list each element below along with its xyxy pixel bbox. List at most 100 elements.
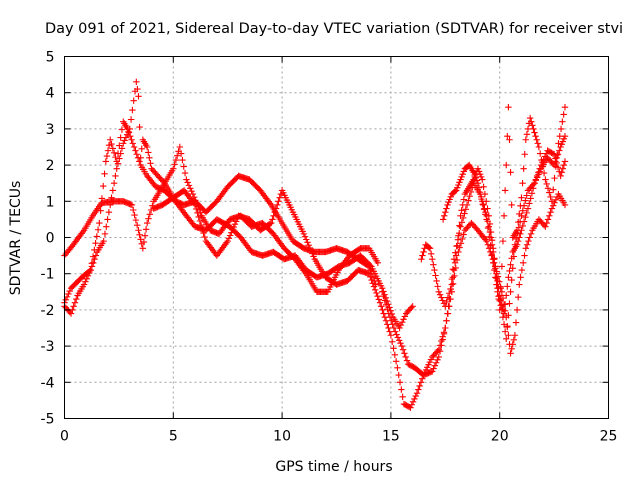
x-tick-label: 10 (273, 429, 291, 445)
data-point (527, 195, 534, 202)
data-point (382, 301, 390, 309)
data-point (147, 160, 154, 167)
data-point (378, 288, 386, 295)
data-point (520, 165, 527, 172)
data-point (394, 334, 402, 341)
data-point (127, 132, 134, 140)
data-point (450, 266, 458, 274)
data-point (528, 190, 536, 197)
grid-lines (64, 56, 609, 419)
data-point (445, 199, 452, 206)
data-point (550, 151, 558, 158)
data-point (67, 310, 75, 317)
data-point (196, 217, 204, 225)
data-point (117, 150, 124, 157)
data-point (508, 276, 515, 284)
data-point (399, 346, 407, 353)
data-point (530, 125, 537, 133)
data-point (455, 248, 462, 256)
data-point (132, 216, 140, 224)
data-point (548, 198, 556, 205)
data-point (438, 294, 445, 301)
data-point (224, 237, 231, 245)
data-point (440, 330, 448, 337)
data-point (531, 129, 538, 136)
data-point (455, 232, 462, 239)
data-point (433, 277, 440, 285)
data-point (520, 259, 527, 267)
data-point (276, 194, 283, 201)
data-point (118, 126, 126, 133)
data-point (442, 324, 449, 332)
data-point (418, 256, 425, 263)
data-point (466, 193, 473, 200)
data-point (473, 177, 481, 184)
data-point (134, 85, 141, 93)
data-point (550, 202, 557, 209)
data-point (142, 226, 150, 233)
data-point (193, 205, 200, 213)
data-point (123, 131, 131, 138)
data-point (305, 241, 312, 249)
data-point (378, 303, 385, 310)
y-tick-label: -1 (41, 267, 55, 283)
data-point (549, 150, 556, 157)
data-point (558, 141, 565, 148)
data-point (550, 186, 557, 193)
data-point (226, 232, 234, 239)
data-point (539, 159, 546, 166)
data-point (396, 324, 403, 332)
data-point (472, 174, 479, 181)
data-point (484, 218, 491, 225)
data-point (459, 170, 466, 178)
data-point (478, 193, 485, 200)
data-point (304, 239, 311, 246)
data-point (496, 306, 503, 314)
data-point (535, 143, 543, 151)
data-point (146, 211, 153, 218)
y-tick-label: 2 (46, 158, 55, 174)
data-point (374, 293, 381, 300)
data-point (504, 323, 511, 331)
x-axis-title: GPS time / hours (275, 459, 392, 475)
data-point (555, 140, 562, 147)
data-point (475, 168, 483, 175)
data-point (392, 358, 400, 365)
data-point (446, 196, 453, 203)
data-point (460, 231, 467, 238)
data-point (120, 140, 127, 147)
data-point (471, 171, 478, 179)
data-point (504, 283, 511, 290)
data-point (379, 306, 386, 314)
data-point (547, 193, 554, 201)
data-point (128, 136, 135, 143)
data-marks (61, 78, 569, 411)
data-point (94, 226, 102, 233)
data-point (225, 235, 233, 242)
data-point (435, 353, 442, 361)
data-point (133, 221, 141, 229)
data-point (543, 180, 550, 188)
data-point (401, 350, 408, 357)
data-point (145, 149, 152, 156)
data-point (476, 189, 484, 196)
data-point (113, 165, 120, 172)
data-point (432, 272, 439, 279)
data-point (520, 218, 528, 225)
data-point (127, 116, 135, 123)
data-point (137, 154, 144, 162)
data-point (194, 209, 201, 217)
x-tick-label: 25 (600, 429, 618, 445)
data-point (532, 132, 539, 140)
data-point (512, 319, 520, 326)
data-point (514, 294, 522, 301)
data-point (522, 136, 530, 143)
data-point (374, 259, 382, 267)
data-point (84, 272, 92, 280)
data-point (533, 136, 540, 143)
data-point (503, 292, 510, 299)
data-point (170, 165, 177, 172)
data-point (394, 364, 401, 372)
x-tick-label: 0 (60, 429, 69, 445)
data-point (91, 256, 98, 263)
